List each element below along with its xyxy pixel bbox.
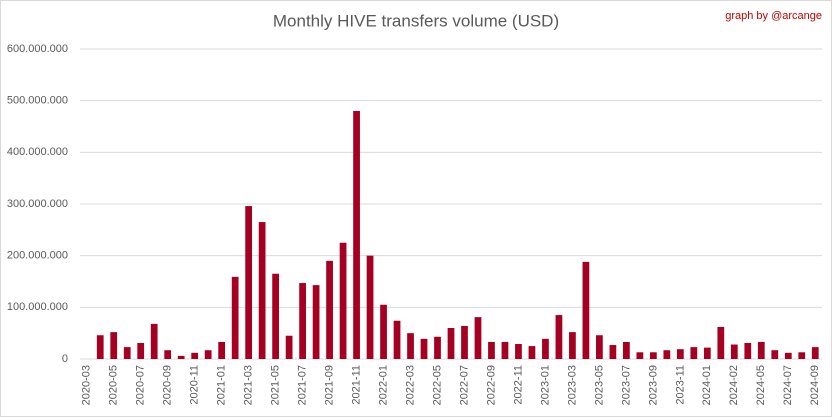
- x-tick-label: 2022-03: [404, 365, 416, 405]
- bar: [744, 342, 752, 359]
- bar: [717, 326, 725, 359]
- bar: [515, 344, 522, 359]
- x-tick-label: 2022-09: [485, 365, 497, 405]
- bar: [407, 333, 414, 359]
- bar: [649, 352, 657, 359]
- bar: [596, 335, 603, 359]
- bar: [434, 336, 441, 359]
- bar: [703, 347, 711, 359]
- x-tick-label: 2022-07: [458, 365, 470, 405]
- bar: [690, 347, 698, 359]
- bar: [150, 323, 158, 359]
- x-tick-label: 2021-05: [270, 365, 282, 405]
- bar: [784, 352, 792, 359]
- bar: [757, 341, 765, 359]
- x-tick-label: 2024-05: [755, 365, 767, 405]
- bar: [164, 350, 172, 359]
- bar: [555, 315, 563, 359]
- x-tick-label: 2024-09: [809, 365, 821, 405]
- bar: [447, 328, 455, 359]
- y-tick-label: 600.000.000: [7, 43, 68, 55]
- bar: [609, 345, 617, 359]
- bar: [353, 111, 360, 359]
- x-tick-label: 2022-11: [512, 365, 524, 405]
- credit: graph by @arcange: [725, 10, 822, 22]
- bar: [366, 255, 374, 359]
- y-tick-label: 100.000.000: [7, 301, 68, 313]
- bar: [218, 341, 226, 359]
- x-tick-label: 2023-11: [674, 365, 686, 405]
- x-tick-label: 2023-03: [566, 365, 578, 405]
- bar: [299, 283, 306, 359]
- x-tick-label: 2024-07: [782, 365, 794, 405]
- bar: [811, 347, 819, 359]
- x-tick-label: 2021-09: [323, 365, 335, 405]
- x-tick-label: 2023-01: [539, 365, 551, 405]
- bar: [528, 346, 536, 359]
- x-tick-label: 2020-03: [81, 365, 93, 405]
- bar: [582, 261, 590, 359]
- bar: [636, 352, 644, 359]
- bar: [488, 341, 495, 359]
- y-tick-label: 400.000.000: [7, 146, 68, 158]
- x-tick-label: 2023-05: [593, 365, 605, 405]
- x-tick-label: 2021-01: [216, 365, 228, 405]
- bar: [380, 304, 387, 359]
- x-tick-label: 2022-01: [377, 365, 389, 405]
- bar: [204, 350, 212, 359]
- x-tick-label: 2020-11: [189, 365, 201, 405]
- bar: [339, 242, 347, 359]
- bar: [420, 338, 428, 359]
- bar: [110, 332, 118, 359]
- chart-title: Monthly HIVE transfers volume (USD): [273, 11, 559, 30]
- x-tick-label: 2020-05: [108, 365, 120, 405]
- bar: [393, 320, 401, 359]
- bar: [676, 349, 684, 359]
- bar: [96, 335, 104, 359]
- x-tick-label: 2023-09: [647, 365, 659, 405]
- bar: [501, 341, 509, 359]
- x-tick-label: 2023-07: [620, 365, 632, 405]
- y-tick-label: 500.000.000: [7, 95, 68, 107]
- bar: [798, 352, 806, 359]
- x-tick-label: 2024-01: [701, 365, 713, 405]
- bar: [258, 222, 266, 359]
- bar: [474, 317, 482, 359]
- x-tick-label: 2020-07: [135, 365, 147, 405]
- bar: [245, 206, 253, 359]
- y-tick-label: 0: [62, 353, 68, 365]
- bar: [272, 273, 279, 359]
- bar: [542, 338, 549, 359]
- x-tick-label: 2021-11: [350, 365, 362, 405]
- bar: [231, 276, 239, 359]
- bar: [177, 355, 185, 359]
- bar: [461, 325, 468, 359]
- bar: [123, 347, 131, 359]
- bar: [137, 342, 145, 359]
- x-tick-label: 2021-03: [243, 365, 255, 405]
- bar: [623, 341, 630, 359]
- x-tick-label: 2020-09: [162, 365, 174, 405]
- x-tick-label: 2021-07: [297, 365, 309, 405]
- y-tick-label: 200.000.000: [7, 250, 68, 262]
- bar: [191, 352, 199, 359]
- bar: [312, 285, 320, 359]
- y-tick-label: 300.000.000: [7, 198, 68, 210]
- x-tick-label: 2022-05: [431, 365, 443, 405]
- bar: [326, 260, 333, 359]
- x-tick-label: 2024-02: [728, 365, 740, 405]
- bar: [771, 350, 779, 359]
- bar: [663, 350, 671, 359]
- bar: [569, 332, 576, 359]
- bar: [730, 344, 738, 359]
- bar: [285, 335, 293, 359]
